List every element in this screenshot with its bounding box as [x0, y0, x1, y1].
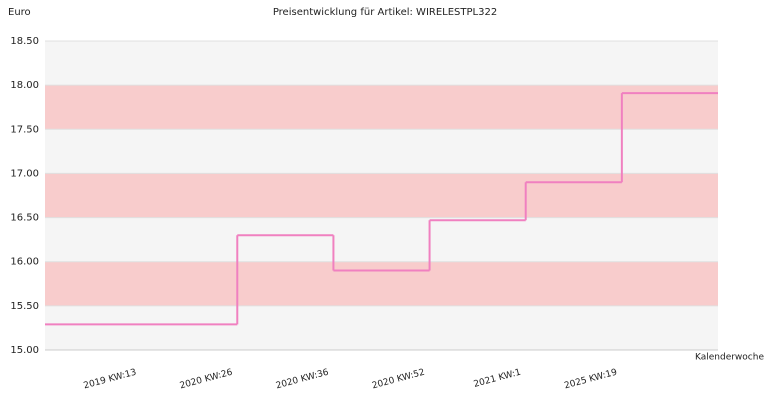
- y-tick-label: 15.00: [10, 345, 39, 356]
- y-tick-label: 17.00: [10, 168, 39, 179]
- y-axis-label: Euro: [8, 7, 31, 18]
- background-band: [45, 129, 718, 174]
- y-tick-label: 17.50: [10, 124, 39, 135]
- background-band: [45, 85, 718, 130]
- y-tick-label: 16.00: [10, 257, 39, 268]
- x-tick-label: 2020 KW:26: [179, 368, 234, 392]
- background-band: [45, 261, 718, 306]
- background-band: [45, 305, 718, 350]
- background-band: [45, 41, 718, 86]
- background-band: [45, 173, 718, 218]
- y-tick-label: 18.00: [10, 80, 39, 91]
- x-tick-label: 2019 KW:13: [83, 368, 138, 392]
- x-tick-label: 2021 KW:1: [473, 368, 522, 390]
- x-tick-label: 2020 KW:52: [371, 368, 426, 392]
- background-band: [45, 217, 718, 262]
- x-axis-label: Kalenderwoche: [695, 353, 764, 363]
- y-tick-label: 16.50: [10, 213, 39, 224]
- y-tick-label: 15.50: [10, 301, 39, 312]
- y-tick-label: 18.50: [10, 36, 39, 47]
- chart-title: Preisentwicklung für Artikel: WIRELESTPL…: [273, 7, 497, 18]
- x-tick-label: 2020 KW:36: [275, 368, 330, 392]
- x-tick-label: 2025 KW:19: [563, 368, 618, 392]
